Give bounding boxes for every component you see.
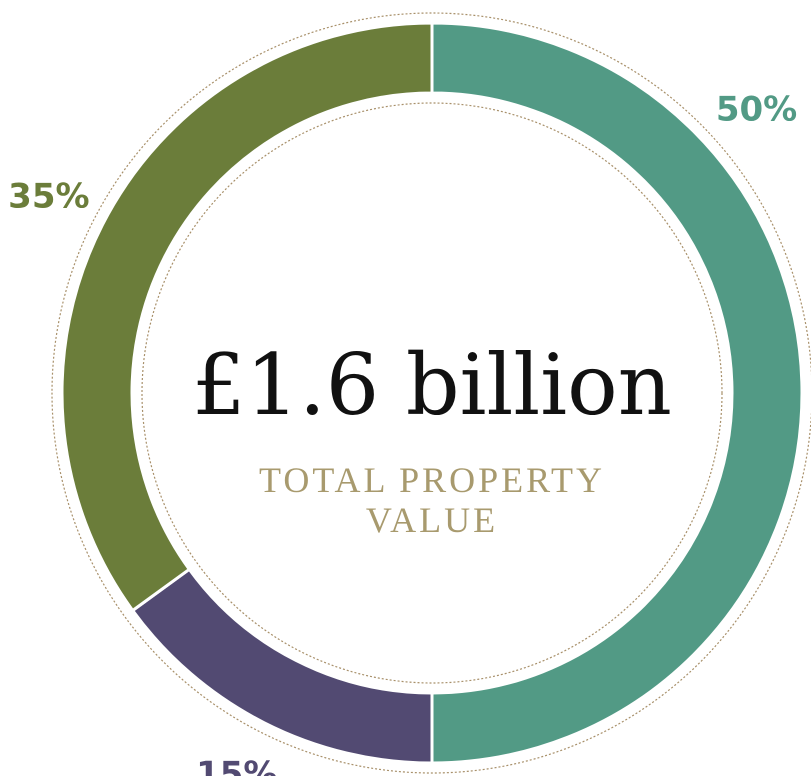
value-label: 15% (196, 755, 277, 776)
value-label: 35% (8, 176, 89, 216)
donut-slice (60, 21, 434, 613)
value-label: 50% (716, 89, 797, 129)
outer-dotted-ring (51, 12, 811, 774)
inner-dotted-ring (141, 102, 723, 684)
center-subtitle: TOTAL PROPERTY VALUE (259, 460, 605, 540)
donut-slice (430, 21, 804, 765)
center-title: £1.6 billion (192, 336, 672, 434)
donut-slice (130, 567, 434, 765)
